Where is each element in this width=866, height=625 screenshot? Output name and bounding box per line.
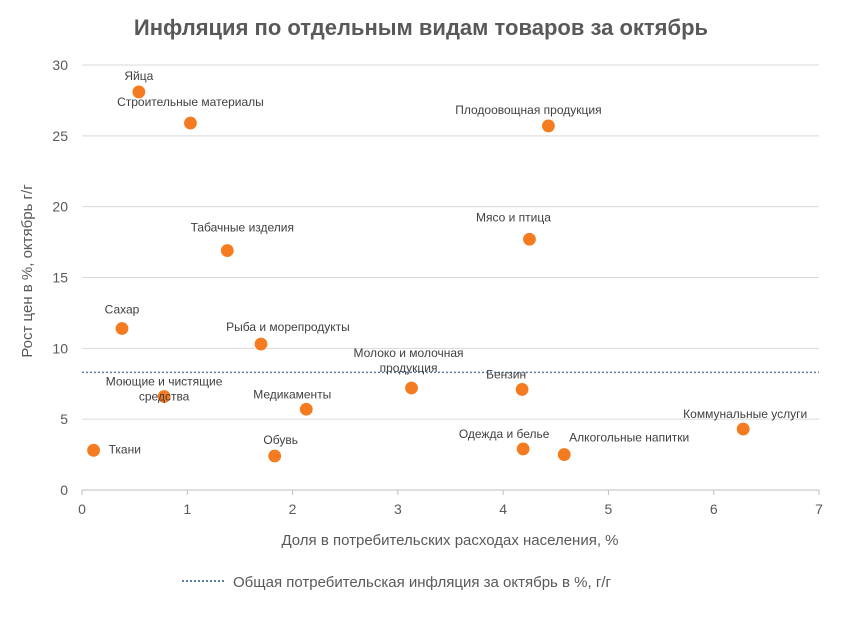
data-point (253, 336, 269, 352)
data-label: Коммунальные услуги (683, 407, 807, 421)
data-point (556, 446, 572, 463)
data-label: Моющие и чистящие средства (106, 375, 223, 404)
data-label: Одежда и белье (459, 427, 550, 441)
data-label: Обувь (263, 433, 298, 447)
data-point (403, 380, 420, 396)
data-label: Мясо и птица (476, 210, 551, 224)
chart-title: Инфляция по отдельным видам товаров за о… (134, 15, 708, 40)
legend-label: Общая потребительская инфляция за октябр… (233, 574, 611, 591)
data-point (267, 448, 283, 464)
data-point (540, 118, 557, 134)
data-point (131, 84, 147, 100)
x-tick-label: 1 (183, 501, 191, 517)
data-point (85, 442, 102, 458)
data-point (114, 320, 130, 337)
data-label: Медикаменты (253, 387, 331, 401)
data-label: Плодоовощная продукция (455, 103, 601, 117)
data-point (514, 381, 530, 398)
data-points (85, 84, 751, 464)
legend: Общая потребительская инфляция за октябр… (182, 574, 611, 591)
data-label: Бензин (486, 367, 526, 381)
data-point (156, 388, 172, 405)
x-tick-label: 5 (605, 501, 613, 517)
data-labels: Яйца Строительные материалы Плодоовощная п… (105, 69, 808, 456)
y-tick-label: 5 (60, 411, 68, 427)
x-tick-label: 0 (78, 501, 86, 517)
x-tick-label: 4 (499, 501, 507, 517)
data-label: Ткани (109, 442, 141, 456)
y-axis-title: Рост цен в %, октябрь г/г (19, 184, 36, 358)
x-tick-label: 7 (815, 501, 823, 517)
y-tick-label: 10 (52, 340, 68, 356)
axes: 0 5 10 15 20 25 30 0 1 2 3 4 5 6 7 (52, 57, 823, 517)
data-label: Строительные материалы (117, 95, 264, 109)
y-tick-label: 0 (60, 482, 68, 498)
y-tick-label: 20 (52, 199, 68, 215)
y-tick-label: 15 (52, 270, 68, 286)
data-label: Молоко и молочная продукция (354, 346, 464, 375)
data-label: Рыба и морепродукты (226, 320, 350, 334)
data-point (298, 401, 314, 417)
x-axis-title: Доля в потребительских расходах населени… (281, 532, 618, 549)
y-tick-label: 30 (52, 57, 68, 73)
data-label: Яйца (124, 69, 153, 83)
data-point (515, 441, 531, 457)
x-tick-label: 3 (394, 501, 402, 517)
data-point (735, 421, 751, 437)
y-tick-label: 25 (52, 128, 68, 144)
data-label: Сахар (105, 303, 140, 317)
data-point (521, 231, 538, 247)
gridlines (82, 64, 819, 420)
data-label: Табачные изделия (191, 221, 294, 235)
data-point (182, 115, 199, 131)
data-point (219, 242, 235, 259)
data-label: Алкогольные напитки (569, 431, 689, 445)
x-tick-label: 6 (710, 501, 718, 517)
x-tick-label: 2 (289, 501, 297, 517)
